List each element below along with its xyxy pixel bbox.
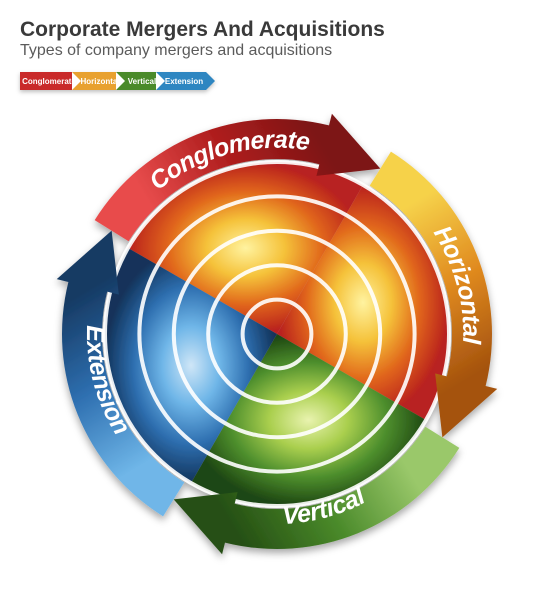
page-title: Corporate Mergers And Acquisitions bbox=[20, 18, 534, 42]
legend-item-extension: Extension bbox=[156, 72, 206, 90]
legend-item-conglomerate: Conglomerate bbox=[20, 72, 78, 90]
legend: Conglomerate Horizontal Vertical Extensi… bbox=[0, 66, 554, 94]
cycle-diagram: ConglomerateHorizontalVerticalExtension bbox=[0, 94, 554, 574]
page-subtitle: Types of company mergers and acquisition… bbox=[20, 42, 534, 60]
legend-item-horizontal: Horizontal bbox=[72, 72, 122, 90]
